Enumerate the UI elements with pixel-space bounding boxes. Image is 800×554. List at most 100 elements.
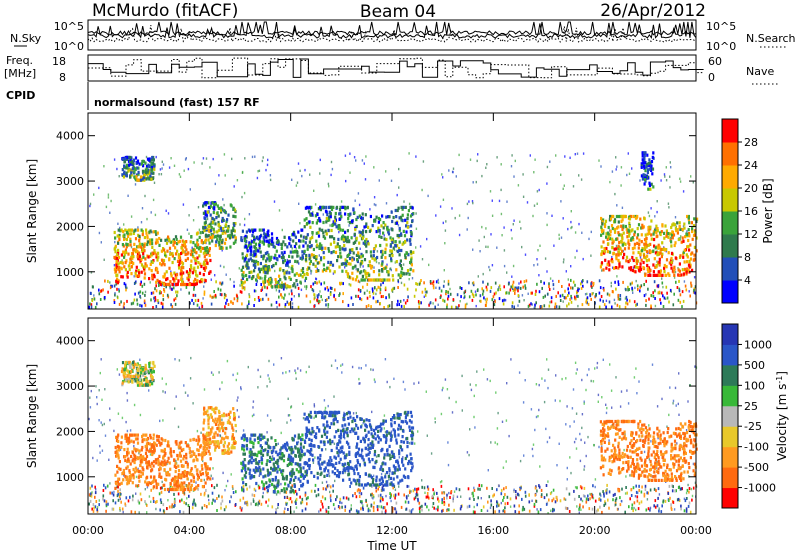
velocity-noise-cell xyxy=(685,509,688,513)
power-echo-cell xyxy=(146,170,149,174)
velocity-scatter-cell xyxy=(212,373,214,376)
power-echo-cell xyxy=(634,214,637,219)
power-echo-cell xyxy=(640,240,643,244)
power-echo-cell xyxy=(622,256,625,260)
velocity-noise-cell xyxy=(654,499,657,503)
power-echo-cell xyxy=(272,245,275,249)
velocity-scatter-cell xyxy=(539,465,541,468)
power-scatter-cell xyxy=(521,245,523,249)
power-echo-cell xyxy=(192,282,195,287)
power-echo-cell xyxy=(145,164,149,168)
power-echo-cell xyxy=(406,269,410,273)
velocity-scatter-cell xyxy=(98,389,100,392)
velocity-noise-cell xyxy=(285,490,288,494)
power-noise-cell xyxy=(618,297,621,301)
velocity-scatter-cell xyxy=(576,505,578,508)
power-scatter-cell xyxy=(580,178,583,181)
power-noise-cell xyxy=(498,297,501,301)
power-scatter-cell xyxy=(153,181,156,184)
power-scatter-cell xyxy=(627,152,629,155)
power-echo-cell xyxy=(364,270,367,274)
power-echo-cell xyxy=(272,241,275,245)
velocity-scatter-cell xyxy=(561,377,563,381)
power-echo-cell xyxy=(380,250,383,254)
power-noise-cell xyxy=(232,301,234,305)
power-scatter-cell xyxy=(679,180,682,183)
power-echo-cell xyxy=(622,226,625,230)
power-noise-cell xyxy=(262,297,264,301)
power-noise-cell xyxy=(480,299,482,303)
power-echo-cell xyxy=(361,254,364,258)
power-colorbar-label: 8 xyxy=(744,251,751,264)
power-scatter-cell xyxy=(118,175,120,178)
velocity-noise-cell xyxy=(404,500,407,504)
power-noise-cell xyxy=(567,287,569,291)
power-echo-cell xyxy=(172,277,175,281)
velocity-noise-cell xyxy=(441,498,443,502)
power-echo-cell xyxy=(192,279,196,283)
power-scatter-cell xyxy=(349,171,351,174)
velocity-noise-cell xyxy=(386,502,388,506)
velocity-noise-cell xyxy=(649,488,652,492)
power-noise-cell xyxy=(495,291,497,295)
power-echo-cell xyxy=(602,218,605,222)
velocity-noise-cell xyxy=(619,503,622,507)
power-echo-cell xyxy=(302,244,305,248)
power-scatter-cell xyxy=(669,161,671,164)
velocity-noise-cell xyxy=(604,500,606,504)
power-noise-cell xyxy=(375,288,378,292)
power-echo-cell xyxy=(217,220,220,225)
velocity-noise-cell xyxy=(540,488,543,492)
velocity-noise-cell xyxy=(672,485,674,489)
power-noise-cell xyxy=(483,296,485,300)
velocity-scatter-cell xyxy=(267,504,269,508)
power-echo-cell xyxy=(338,212,341,216)
velocity-noise-cell xyxy=(405,495,408,499)
power-noise-cell xyxy=(339,281,341,285)
power-noise-cell xyxy=(555,305,558,309)
power-echo-cell xyxy=(180,272,183,277)
velocity-noise-cell xyxy=(670,503,672,507)
power-echo-cell xyxy=(191,271,194,275)
power-scatter-cell xyxy=(682,190,685,193)
velocity-noise-cell xyxy=(320,500,322,503)
power-scatter-cell xyxy=(182,277,184,281)
power-scatter-cell xyxy=(137,226,139,229)
power-echo-cell xyxy=(605,235,608,239)
power-echo-cell xyxy=(683,260,686,264)
power-noise-cell xyxy=(527,304,530,308)
power-scatter-cell xyxy=(491,214,494,217)
velocity-echo-cell xyxy=(158,474,161,479)
power-noise-cell xyxy=(509,288,512,292)
power-noise-cell xyxy=(442,298,444,302)
power-echo-cell xyxy=(293,273,296,277)
power-noise-cell xyxy=(267,279,269,283)
power-echo-cell xyxy=(300,234,303,238)
velocity-scatter-cell xyxy=(688,475,690,478)
power-echo-cell xyxy=(280,251,283,255)
power-echo-cell xyxy=(204,238,208,242)
power-noise-cell xyxy=(239,290,242,294)
power-echo-cell xyxy=(660,230,663,234)
power-echo-cell xyxy=(204,250,207,254)
power-echo-cell xyxy=(187,271,190,276)
power-echo-cell xyxy=(194,277,197,281)
power-echo-cell xyxy=(168,266,171,270)
power-echo-cell xyxy=(308,266,311,270)
power-echo-cell xyxy=(263,276,266,281)
power-noise-cell xyxy=(541,286,543,290)
velocity-noise-cell xyxy=(305,497,308,501)
power-echo-cell xyxy=(132,231,135,235)
velocity-noise-cell xyxy=(534,486,537,490)
velocity-noise-cell xyxy=(89,492,92,496)
power-noise-cell xyxy=(628,299,631,303)
power-echo-cell xyxy=(162,275,165,279)
velocity-scatter-cell xyxy=(687,400,689,403)
velocity-scatter-cell xyxy=(494,441,496,444)
power-echo-cell xyxy=(378,229,381,233)
power-noise-cell xyxy=(309,300,312,304)
power-echo-cell xyxy=(283,275,286,279)
velocity-scatter-cell xyxy=(375,455,378,458)
velocity-noise-cell xyxy=(500,488,503,492)
power-echo-cell xyxy=(691,251,694,255)
